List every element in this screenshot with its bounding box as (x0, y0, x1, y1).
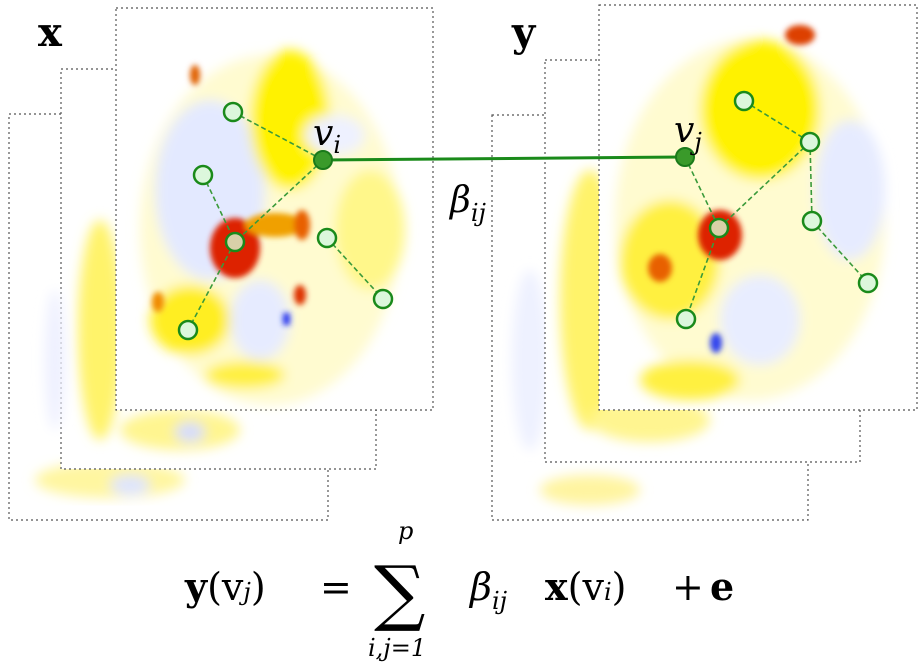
error-term: e (710, 564, 734, 609)
node (799, 131, 821, 153)
node (222, 101, 244, 123)
sum-upper-limit: p (398, 517, 413, 545)
node (177, 319, 199, 341)
regression-equation: y(vj) = p ∑ i,j=1 βij x(vi) + e (184, 517, 734, 662)
node (316, 227, 338, 249)
vj-label: vj (674, 110, 702, 156)
beta-label: βij (448, 180, 486, 227)
node (372, 288, 394, 310)
node (857, 272, 879, 294)
equation-coef: βij (468, 565, 508, 615)
hub-node-vi (313, 150, 333, 170)
node (675, 308, 697, 330)
y-graph-nodes (675, 90, 879, 330)
y-label: y (511, 9, 537, 56)
equals-sign: = (320, 565, 352, 609)
x-image-stack (8, 7, 434, 521)
node (192, 164, 214, 186)
node (801, 210, 823, 232)
node (708, 217, 730, 239)
y-image-stack (491, 4, 918, 521)
y-slice-front-heatmap (615, 25, 885, 400)
node (224, 231, 246, 253)
y-graph-edges (684, 100, 869, 320)
x-graph-nodes (177, 101, 394, 341)
x-slice-back-heatmap (35, 462, 185, 498)
hub-node-vj (675, 147, 695, 167)
equation-lhs: y(vj) (184, 564, 266, 609)
x-slice-front-heatmap (140, 50, 405, 405)
y-slice-back-heatmap (512, 270, 640, 505)
x-graph-edges (187, 111, 384, 331)
beta-connection-line (322, 155, 686, 162)
vi-label: vi (313, 113, 341, 159)
equation-term: x(vi) (545, 564, 626, 609)
x-label: x (38, 9, 63, 56)
node (733, 90, 755, 112)
x-slice-middle-heatmap (45, 220, 240, 450)
sum-symbol: ∑ (374, 550, 425, 634)
plus-sign: + (672, 565, 704, 609)
sum-lower-limit: i,j=1 (368, 634, 426, 662)
